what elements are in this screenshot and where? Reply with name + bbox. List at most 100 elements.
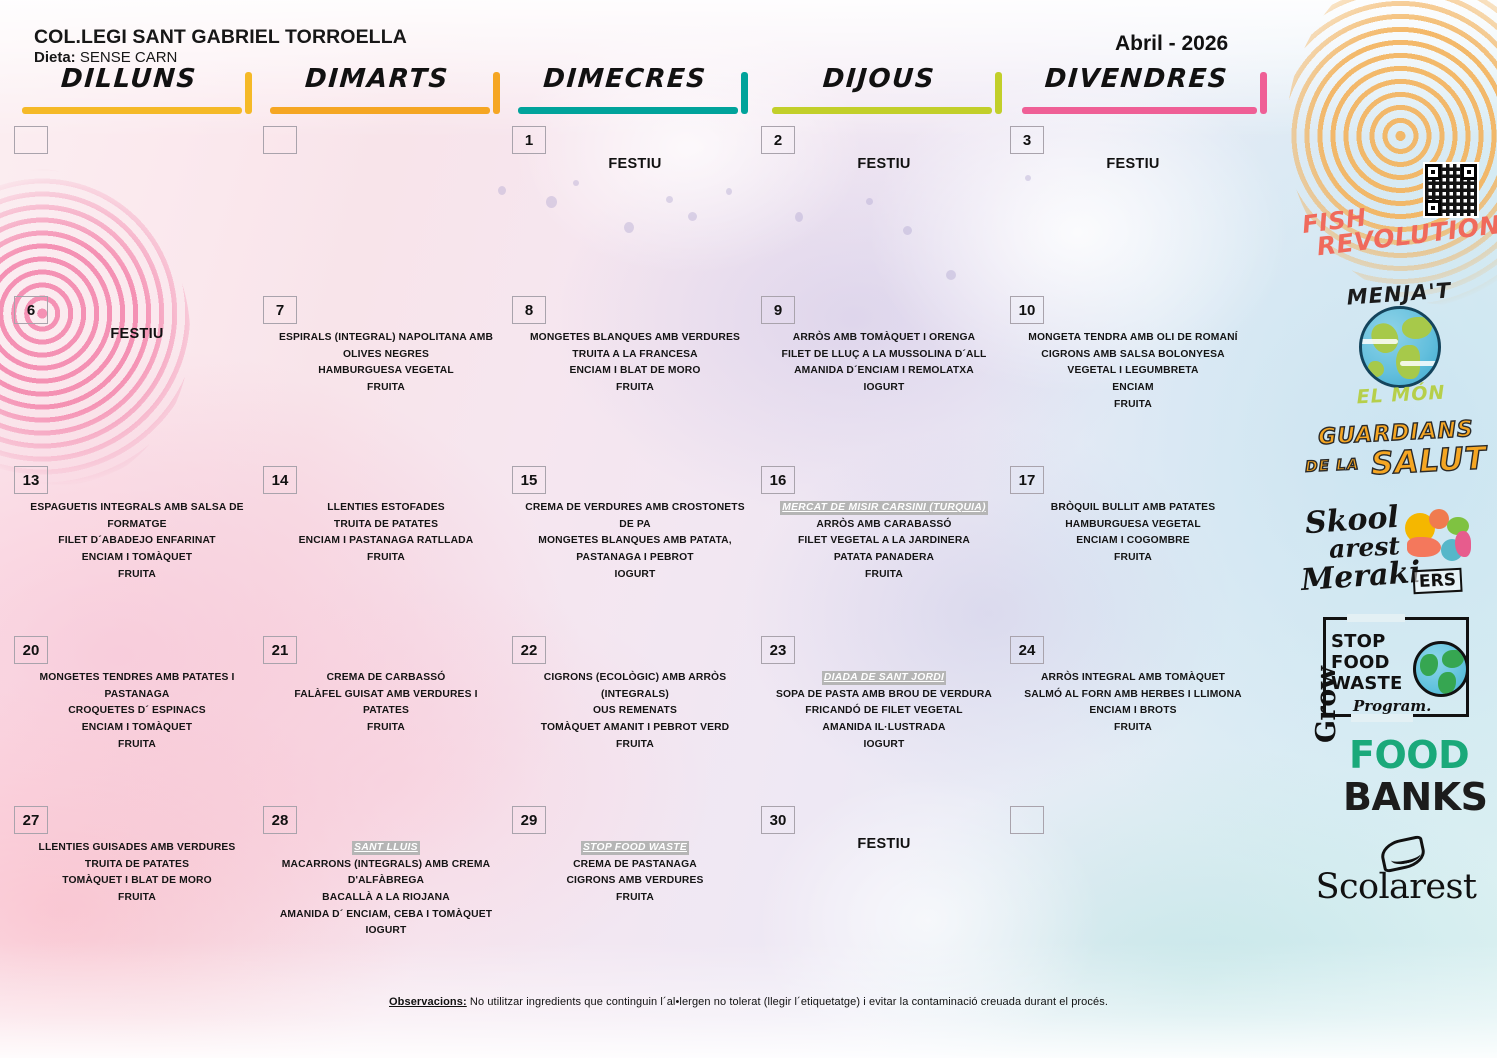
menu-item: FRUITA	[865, 568, 903, 580]
paint-speck	[946, 270, 956, 280]
day-cell-30[interactable]: 30 FESTIU	[747, 802, 1009, 972]
day-cell-6[interactable]: 6 FESTIU	[0, 292, 262, 462]
day-cell-29[interactable]: 29 STOP FOOD WASTE CREMA DE PASTANAGA CIGRO…	[498, 802, 760, 972]
logo-grow-food-banks: Grow FOOD BANKS	[1295, 666, 1497, 835]
menu-item: ARRÒS AMB TOMÀQUET I ORENGA	[792, 332, 976, 343]
weekday-tick	[741, 72, 748, 114]
day-number	[1010, 806, 1044, 834]
day-cell-3[interactable]: 3 FESTIU	[996, 122, 1258, 292]
paint-speck	[546, 196, 557, 208]
day-cell-empty[interactable]	[249, 122, 511, 292]
menu-item: LLENTIES GUISADES AMB VERDURES	[38, 842, 236, 853]
menu-item: CIGRONS AMB VERDURES	[566, 875, 704, 887]
menu-item: TRUITA DE PATATES	[333, 518, 439, 530]
menu-item: CREMA DE VERDURES AMB CROSTONETS DE PA	[525, 502, 745, 530]
day-cell-1[interactable]: 1 FESTIU	[498, 122, 760, 292]
menu-list: CREMA DE VERDURES AMB CROSTONETS DE PA MO…	[520, 500, 750, 583]
day-number: 2	[761, 126, 795, 154]
menu-list: MONGETES BLANQUES AMB VERDURES TRUITA A L…	[520, 330, 750, 397]
day-number: 17	[1010, 466, 1044, 494]
menu-special-header: SANT LLUIS	[271, 840, 501, 857]
day-cell-8[interactable]: 8 MONGETES BLANQUES AMB VERDURES TRUITA A …	[498, 292, 760, 462]
menu-item: IOGURT	[863, 382, 905, 394]
day-number: 10	[1010, 296, 1044, 324]
day-number: 29	[512, 806, 546, 834]
day-cell-15[interactable]: 15 CREMA DE VERDURES AMB CROSTONETS DE PA…	[498, 462, 760, 632]
weekday-header-dilluns: DILLUNS	[22, 62, 252, 114]
paint-speck	[688, 212, 697, 221]
menu-item: AMANIDA D´ENCIAM I REMOLATXA	[794, 365, 974, 377]
logo-menjat-el-mon: MENJA'T EL MÓN	[1295, 278, 1497, 415]
day-number	[14, 126, 48, 154]
menu-item: ENCIAM I TOMÀQUET	[81, 552, 193, 564]
day-number: 20	[14, 636, 48, 664]
food-blob-icon	[1455, 531, 1471, 557]
menu-list: ARRÒS AMB TOMÀQUET I ORENGA FILET DE LLUÇ…	[769, 330, 999, 397]
menu-list: MONGETES TENDRES AMB PATATES I PASTANAGA…	[22, 670, 252, 753]
menjat-bottom-text: EL MÓN	[1356, 381, 1446, 409]
menu-calendar-grid: 1 FESTIU 2 FESTIU 3 FESTIU 6 FESTIU 7 ESPIRALS (I…	[0, 122, 1310, 974]
menu-item: FILET D´ABADEJO ENFARINAT	[58, 535, 216, 547]
menu-item: FRUITA	[118, 738, 156, 750]
weekday-label: DILLUNS	[60, 64, 198, 94]
day-cell-22[interactable]: 22 CIGRONS (ECOLÒGIC) AMB ARRÒS (INTEGRAL…	[498, 632, 760, 802]
day-cell-27[interactable]: 27 LLENTIES GUISADES AMB VERDURES TRUITA D…	[0, 802, 262, 972]
menu-item: FRUITA	[367, 722, 405, 734]
menu-item: IOGURT	[863, 738, 905, 750]
paint-speck	[666, 196, 673, 203]
menu-item: ARRÒS AMB CARABASSÓ	[816, 518, 952, 530]
menu-item: ESPIRALS (INTEGRAL) NAPOLITANA AMB OLIVE…	[278, 332, 494, 360]
menu-item: ESPAGUETIS INTEGRALS AMB SALSA DE FORMAT…	[30, 502, 244, 530]
menu-item: FILET VEGETAL A LA JARDINERA	[797, 535, 970, 547]
menu-item: ENCIAM I PASTANAGA RATLLADA	[298, 535, 474, 547]
menu-item: SALMÓ AL FORN AMB HERBES I LLIMONA	[1024, 688, 1242, 700]
logo-stop-food-waste: STOP FOOD WASTE Program.	[1295, 609, 1497, 727]
holiday-label: FESTIU	[608, 156, 662, 172]
menu-list: ARRÒS INTEGRAL AMB TOMÀQUET SALMÓ AL FORN…	[1018, 670, 1248, 737]
menu-item: IOGURT	[614, 568, 656, 580]
qr-code-icon[interactable]	[1423, 162, 1479, 218]
menu-item: ENCIAM I BLAT DE MORO	[569, 365, 701, 377]
day-cell-23[interactable]: 23 DIADA DE SANT JORDI SOPA DE PASTA AMB B…	[747, 632, 1009, 802]
guardians-salut: SALUT	[1369, 440, 1488, 483]
day-cell-14[interactable]: 14 LLENTIES ESTOFADES TRUITA DE PATATES ENC…	[249, 462, 511, 632]
day-cell-empty[interactable]	[996, 802, 1258, 972]
menu-item: FRUITA	[1114, 398, 1152, 410]
menu-item: BACALLÀ A LA RIOJANA	[322, 892, 450, 904]
day-cell-9[interactable]: 9 ARRÒS AMB TOMÀQUET I ORENGA FILET DE LLU…	[747, 292, 1009, 462]
day-cell-20[interactable]: 20 MONGETES TENDRES AMB PATATES I PASTANA…	[0, 632, 262, 802]
stop-food-waste-program: Program.	[1353, 697, 1432, 715]
day-cell-17[interactable]: 17 BRÒQUIL BULLIT AMB PATATES HAMBURGUESA …	[996, 462, 1258, 632]
day-cell-10[interactable]: 10 MONGETA TENDRA AMB OLI DE ROMANÍ CIGRON…	[996, 292, 1258, 462]
skool-word-3: Meraki	[1299, 554, 1422, 599]
paint-speck	[624, 222, 634, 233]
day-number: 21	[263, 636, 297, 664]
day-cell-empty[interactable]	[0, 122, 262, 292]
day-number: 24	[1010, 636, 1044, 664]
day-cell-13[interactable]: 13 ESPAGUETIS INTEGRALS AMB SALSA DE FORM…	[0, 462, 262, 632]
menu-list: ESPAGUETIS INTEGRALS AMB SALSA DE FORMAT…	[22, 500, 252, 583]
day-cell-21[interactable]: 21 CREMA DE CARBASSÓ FALÀFEL GUISAT AMB VE…	[249, 632, 511, 802]
day-cell-28[interactable]: 28 SANT LLUIS MACARRONS (INTEGRALS) AMB CR…	[249, 802, 511, 972]
day-cell-24[interactable]: 24 ARRÒS INTEGRAL AMB TOMÀQUET SALMÓ AL FO…	[996, 632, 1258, 802]
menu-item: MONGETES TENDRES AMB PATATES I PASTANAGA	[39, 672, 235, 700]
logo-scolarest: Scolarest	[1295, 834, 1497, 927]
menu-special-header: STOP FOOD WASTE	[520, 840, 750, 857]
menu-item: FRUITA	[1114, 552, 1152, 564]
day-cell-2[interactable]: 2 FESTIU	[747, 122, 1009, 292]
day-number: 9	[761, 296, 795, 324]
day-number: 14	[263, 466, 297, 494]
menu-item: AMANIDA IL·LUSTRADA	[822, 722, 946, 734]
menu-list: STOP FOOD WASTE CREMA DE PASTANAGA CIGRONS…	[520, 840, 750, 907]
menu-item: AMANIDA D´ ENCIAM, CEBA I TOMÀQUET	[279, 908, 493, 920]
day-cell-7[interactable]: 7 ESPIRALS (INTEGRAL) NAPOLITANA AMB OLIV…	[249, 292, 511, 462]
menu-item: FRUITA	[118, 892, 156, 904]
menu-item: ARRÒS INTEGRAL AMB TOMÀQUET	[1040, 672, 1226, 683]
weekday-underline	[518, 107, 738, 114]
day-cell-16[interactable]: 16 MERCAT DE MISIR CARSINI (TURQUIA) ARRÒS…	[747, 462, 1009, 632]
weekday-label: DIJOUS	[821, 64, 937, 94]
weekday-underline	[270, 107, 490, 114]
diet-label: Dieta:	[34, 49, 76, 66]
day-number: 15	[512, 466, 546, 494]
